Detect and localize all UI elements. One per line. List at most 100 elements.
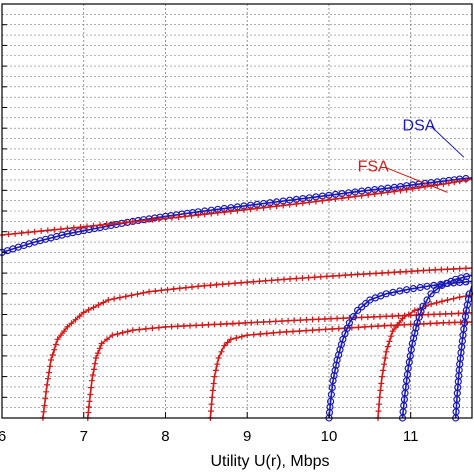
data-point [397,187,404,194]
data-point [42,395,49,402]
data-point [136,326,143,333]
data-point [89,372,96,378]
x-tick-label: 11 [403,428,419,445]
data-point [427,290,435,298]
data-point [330,273,336,279]
data-point [306,199,313,206]
data-point [375,408,382,415]
data-point [88,384,95,391]
data-point [377,387,384,394]
data-point [386,338,393,345]
data-point [47,363,53,370]
data-point [393,323,399,330]
annotation-label-dsa: DSA [403,117,436,134]
data-point [87,391,94,398]
data-point [322,326,329,333]
data-point [349,313,358,321]
data-point [334,315,341,322]
data-point [61,328,68,335]
data-point [303,316,310,323]
data-point [297,317,304,324]
data-point [227,336,234,343]
data-point [94,350,101,357]
data-point [376,401,383,408]
x-tick-label: 7 [80,428,88,445]
data-point [223,320,230,327]
data-point [389,288,397,296]
data-point [232,280,238,287]
data-point [128,292,135,299]
data-point [272,318,279,325]
data-point [152,288,159,295]
data-point [149,216,156,223]
data-point [317,273,324,280]
data-point [411,307,418,314]
data-point [352,193,359,200]
data-point [383,313,390,320]
data-point [420,320,427,327]
data-point [158,287,165,294]
data-point [311,274,318,281]
data-point [45,375,51,382]
data-point [49,351,56,358]
data-point [427,320,434,327]
data-point [382,355,389,361]
data-point [201,211,208,218]
series-group [0,174,474,422]
data-point [124,328,131,335]
data-point [214,361,221,368]
data-point [180,323,187,329]
data-point [51,346,58,353]
data-point [327,397,335,405]
data-point [114,331,121,337]
data-point [96,345,103,352]
data-point [440,319,447,326]
data-point [451,179,458,186]
data-point [432,286,440,294]
data-point [257,331,264,337]
data-point [155,216,162,223]
data-point [433,320,440,327]
data-point [375,323,381,330]
data-point [90,304,97,311]
data-point [456,294,463,301]
data-point [221,342,228,349]
series-fsa-1 [0,177,473,238]
data-point [303,327,310,334]
data-point [361,323,368,330]
data-point [91,366,97,373]
data-point [433,299,440,306]
data-point [416,283,424,292]
data-point [345,194,352,201]
data-point [229,320,236,327]
data-point [439,298,445,305]
data-point [211,373,218,380]
data-point [109,332,116,339]
data-point [205,321,212,328]
data-point [238,333,245,340]
data-point [247,206,254,213]
data-point [323,273,330,280]
data-point [31,228,38,235]
data-point [92,360,98,367]
data-point [123,219,130,226]
data-point [18,230,25,236]
data-point [309,327,316,334]
data-point [431,311,437,318]
data-point [162,215,169,222]
data-point [340,315,347,322]
data-point [90,222,97,229]
x-tick-label: 10 [321,428,338,445]
data-point [342,272,349,279]
data-point [283,328,290,335]
data-point [456,265,463,272]
data-point [358,314,365,321]
data-point [384,189,391,196]
data-point [211,321,218,328]
data-point [44,227,51,234]
data-point [208,401,215,408]
data-point [383,348,390,355]
data-point [80,309,87,316]
data-point [381,361,388,368]
data-point [462,265,469,272]
